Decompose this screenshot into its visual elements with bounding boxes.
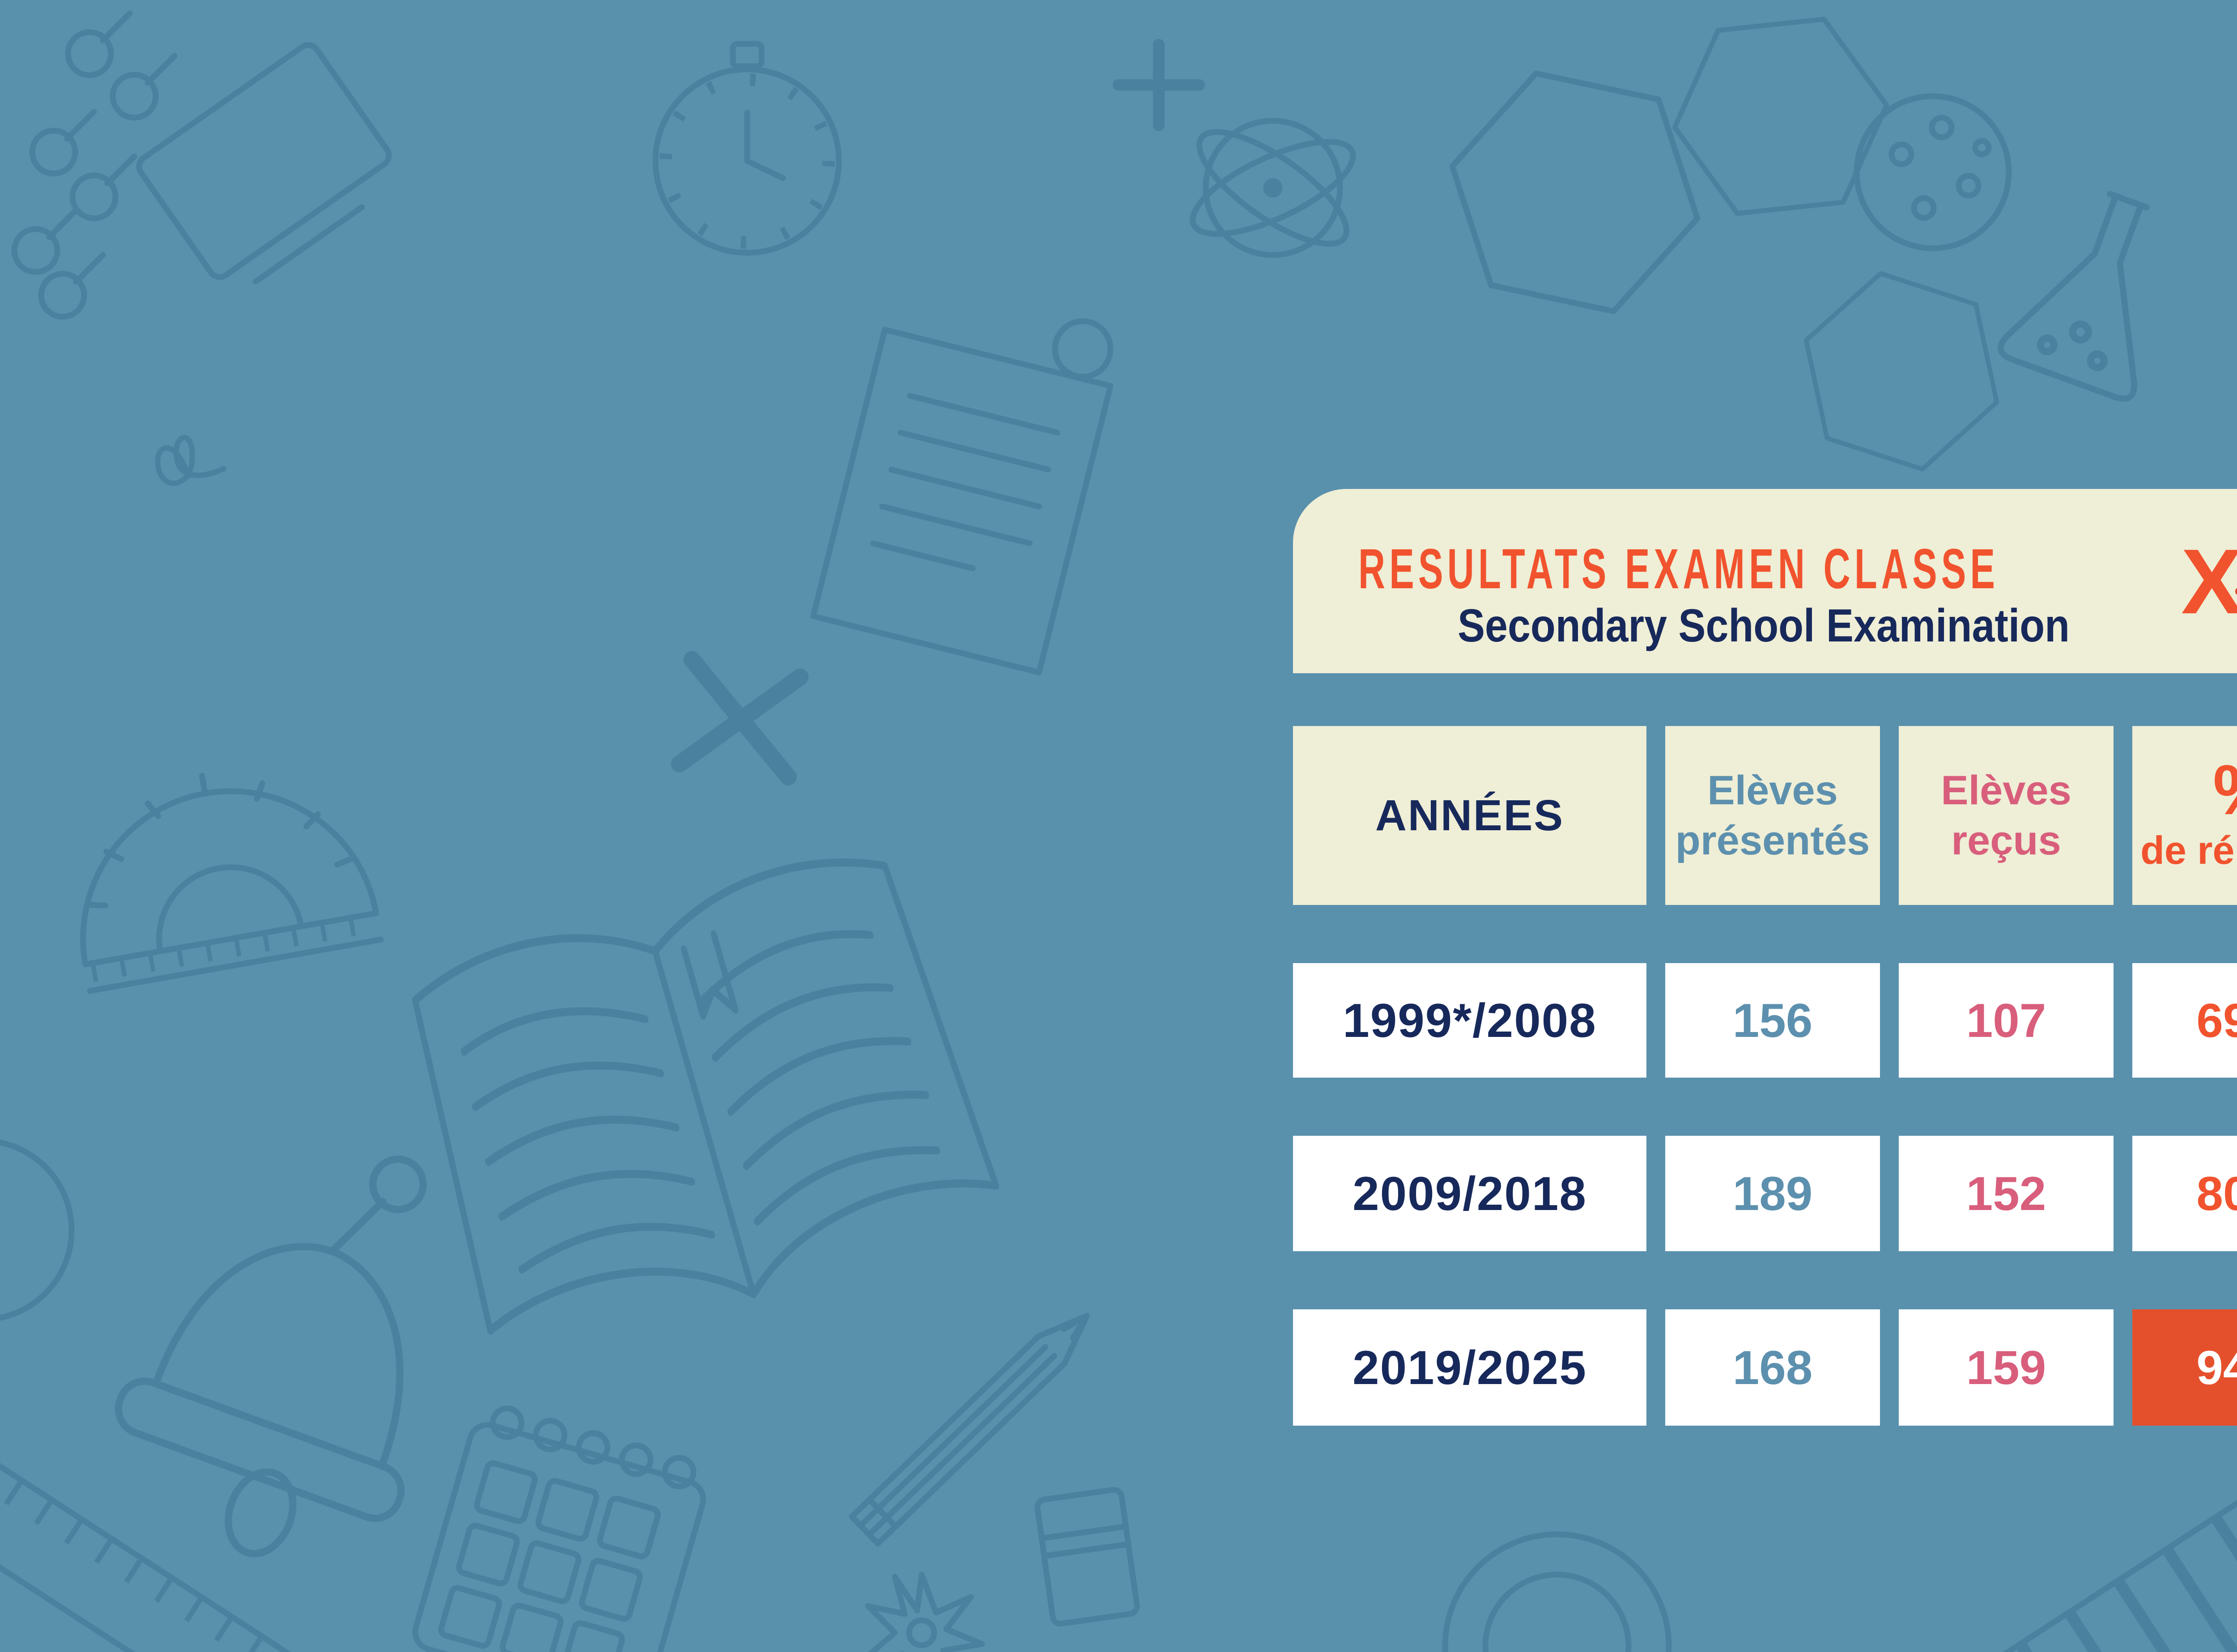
calendar-doodle-icon bbox=[412, 1406, 706, 1652]
column-header-taux-reussite: % de réussite bbox=[2132, 726, 2237, 905]
column-header-label: présentés bbox=[1675, 818, 1870, 863]
atom-doodle-icon bbox=[1190, 118, 1356, 258]
cell-presented-row-2: 189 bbox=[1665, 1136, 1880, 1251]
circles-doodle-icon bbox=[1442, 1531, 1672, 1652]
column-header-annees: ANNÉES bbox=[1293, 726, 1646, 905]
piano-keys-doodle-icon bbox=[1892, 1352, 2237, 1652]
cell-presented-row-3: 168 bbox=[1665, 1309, 1880, 1426]
flask-doodle-icon bbox=[1997, 191, 2150, 402]
protractor-doodle-icon bbox=[80, 773, 384, 994]
cell-passed-row-1: 107 bbox=[1899, 963, 2114, 1078]
paper-doodle-icon bbox=[810, 327, 1114, 675]
cell-years-row-1: 1999*/2008 bbox=[1293, 963, 1646, 1078]
cell-years-row-3: 2019/2025 bbox=[1293, 1309, 1646, 1426]
cell-rate-row-2: 80% bbox=[2132, 1136, 2237, 1251]
column-header-eleves-recus: Elèves reçus bbox=[1899, 726, 2114, 905]
hexagon-doodle-icon bbox=[1803, 271, 1999, 471]
percent-symbol: % bbox=[2213, 755, 2237, 825]
notebook-doodle-icon bbox=[136, 42, 392, 285]
bell-doodle-icon bbox=[115, 1155, 427, 1558]
title-card: RESULTATS EXAMEN CLASSE X Secondary Scho… bbox=[1293, 489, 2237, 673]
column-header-label: de réussite bbox=[2140, 828, 2237, 873]
page-title: RESULTATS EXAMEN CLASSE bbox=[1358, 537, 1999, 600]
pencil-doodle-icon bbox=[849, 1312, 1090, 1547]
eraser-doodle-icon bbox=[1034, 1486, 1140, 1627]
hexagon-doodle-icon bbox=[1672, 17, 1889, 216]
column-header-label: Elèves bbox=[1707, 767, 1838, 813]
cursive-loops-doodle-icon bbox=[155, 435, 226, 486]
ruler-doodle-icon bbox=[0, 1427, 338, 1652]
page-subtitle: Secondary School Examination bbox=[1458, 600, 2070, 652]
results-table: ANNÉES Elèves présentés Elèves reçus % d… bbox=[1293, 726, 2237, 1426]
column-header-label: ANNÉES bbox=[1375, 790, 1565, 840]
class-mark: X bbox=[2181, 530, 2237, 633]
cross-doodle-icon bbox=[671, 651, 809, 786]
cell-rate-row-1: 69% bbox=[2132, 963, 2237, 1078]
starburst-doodle-icon bbox=[865, 1571, 985, 1652]
hexagon-doodle-icon bbox=[1449, 70, 1701, 314]
cookie-doodle-icon bbox=[1854, 93, 2012, 251]
cell-years-row-2: 2009/2018 bbox=[1293, 1136, 1646, 1251]
small-circle-doodle-icon bbox=[1052, 318, 1114, 380]
spiral-rings-doodle-icon bbox=[11, 10, 178, 320]
stopwatch-doodle-icon bbox=[652, 41, 842, 256]
circle-doodle-icon bbox=[0, 1139, 75, 1321]
cell-passed-row-3: 159 bbox=[1899, 1309, 2114, 1426]
cell-presented-row-1: 156 bbox=[1665, 963, 1880, 1078]
cell-rate-row-3-highlighted: 94% bbox=[2132, 1309, 2237, 1426]
column-header-label: Elèves bbox=[1941, 767, 2071, 813]
column-header-label: reçus bbox=[1951, 818, 2061, 863]
open-book-doodle-icon bbox=[412, 858, 999, 1335]
plus-doodle-icon bbox=[1113, 39, 1205, 131]
column-header-eleves-presentes: Elèves présentés bbox=[1665, 726, 1880, 905]
cell-passed-row-2: 152 bbox=[1899, 1136, 2114, 1251]
